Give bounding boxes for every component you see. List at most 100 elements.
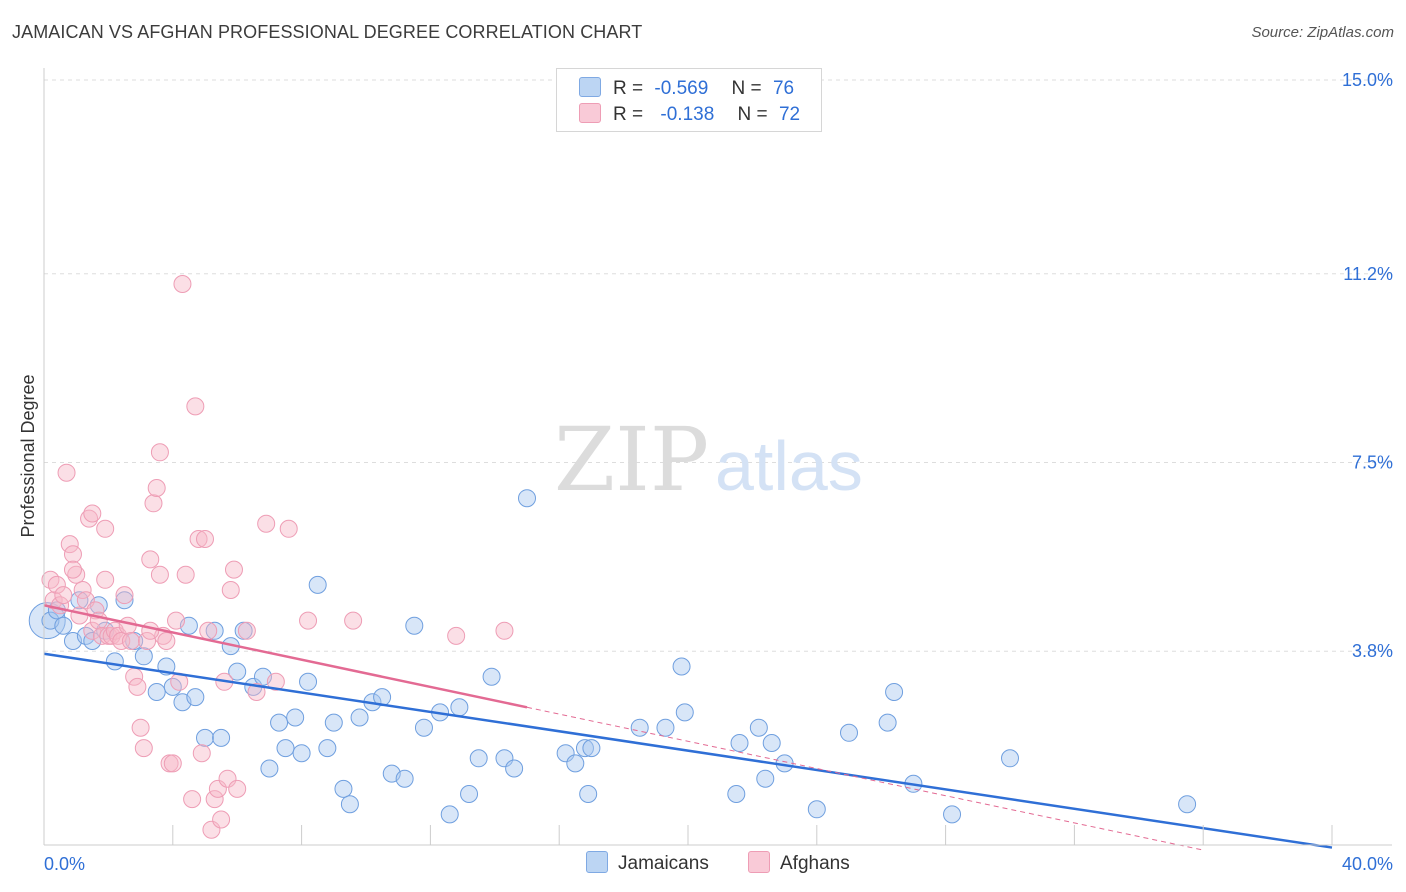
legend-row-afghans: R = -0.138 N = 72 — [579, 103, 800, 127]
trend-extension-afghans — [526, 706, 1204, 851]
data-point-afghans — [266, 672, 285, 691]
legend-r-label: R = — [613, 104, 644, 125]
data-point-jamaicans — [324, 713, 343, 732]
data-point-afghans — [228, 779, 247, 798]
chart-source: Source: ZipAtlas.com — [1251, 24, 1394, 41]
x-tick-label: 40.0% — [1342, 854, 1393, 874]
y-tick-label: 15.0% — [1342, 70, 1393, 90]
watermark-zip: ZIP — [554, 408, 709, 511]
data-point-jamaicans — [134, 647, 153, 666]
y-tick-label: 11.2% — [1343, 264, 1393, 284]
data-point-jamaicans — [672, 657, 691, 676]
legend-n-value: 72 — [778, 104, 801, 125]
data-point-jamaicans — [205, 621, 224, 640]
data-point-jamaicans — [460, 785, 479, 803]
data-point-jamaicans — [656, 718, 675, 737]
data-point-afghans — [279, 519, 298, 538]
legend-row-jamaicans: R = -0.569 N = 76 — [579, 77, 794, 101]
data-point-afghans — [212, 810, 231, 829]
data-point-afghans — [54, 586, 73, 605]
data-point-jamaicans — [885, 683, 904, 701]
data-point-jamaicans — [582, 739, 601, 758]
data-point-afghans — [144, 494, 163, 513]
data-point-jamaicans — [292, 744, 311, 763]
data-point-afghans — [147, 479, 166, 497]
data-point-jamaicans — [260, 759, 279, 778]
data-point-jamaicans — [756, 769, 775, 788]
axes: 15.0% 11.2% 7.5% 3.8% 0.0% 40.0% — [43, 68, 1393, 874]
data-point-afghans — [63, 560, 82, 579]
data-point-afghans — [80, 509, 99, 528]
data-point-jamaicans — [286, 708, 305, 727]
chart-title: JAMAICAN VS AFGHAN PROFESSIONAL DEGREE C… — [12, 22, 643, 42]
data-point-jamaicans — [730, 734, 749, 752]
data-point-jamaicans — [308, 575, 327, 594]
data-point-jamaicans — [212, 728, 231, 747]
data-point-jamaicans — [579, 785, 598, 803]
data-point-afghans — [134, 739, 153, 758]
data-point-afghans — [63, 545, 82, 564]
legend: R = -0.569 N = 76 R = -0.138 N = 72 — [556, 68, 822, 132]
data-point-jamaicans — [414, 718, 433, 737]
data-point-jamaicans — [83, 632, 102, 650]
data-point-jamaicans — [334, 779, 353, 798]
legend-n-label: N = — [737, 104, 768, 125]
data-point-jamaicans — [575, 739, 594, 758]
data-point-afghans — [237, 621, 256, 640]
trend-lines — [43, 604, 1333, 851]
data-point-afghans — [447, 626, 466, 645]
data-point-jamaicans — [1001, 749, 1019, 768]
data-point-afghans — [189, 530, 208, 548]
data-point-afghans — [112, 632, 131, 650]
bottom-legend-label: Afghans — [780, 853, 850, 874]
data-point-jamaicans — [762, 734, 781, 752]
data-point-jamaicans — [196, 728, 214, 747]
data-point-afghans — [157, 632, 176, 650]
data-point-afghans — [102, 626, 121, 645]
data-point-jamaicans — [840, 723, 858, 742]
data-point-jamaicans — [350, 708, 369, 727]
trend-line-jamaicans — [43, 652, 1333, 849]
data-point-afghans — [128, 677, 147, 696]
data-point-afghans — [47, 575, 66, 594]
data-point-afghans — [150, 565, 169, 584]
data-point-jamaicans — [482, 667, 501, 686]
data-point-afghans — [183, 790, 202, 809]
bottom-legend-label: Jamaicans — [618, 853, 709, 874]
bottom-legend-swatch-afghans — [748, 851, 770, 873]
data-point-jamaicans — [299, 672, 318, 691]
data-point-jamaicans — [318, 739, 337, 758]
legend-r-label: R = — [613, 78, 644, 99]
data-point-afghans — [138, 632, 157, 650]
data-point-jamaicans — [675, 703, 694, 722]
grid — [44, 79, 1392, 652]
data-point-afghans — [121, 632, 140, 650]
y-tick-label: 7.5% — [1352, 453, 1393, 473]
data-point-afghans — [192, 744, 211, 763]
data-point-afghans — [96, 519, 115, 538]
data-point-jamaicans — [630, 718, 649, 737]
bottom-legend-swatch-jamaicans — [586, 851, 608, 873]
data-point-jamaicans — [749, 718, 768, 737]
data-point-afghans — [199, 621, 218, 640]
data-point-jamaicans — [878, 713, 897, 732]
data-point-afghans — [186, 397, 205, 416]
data-point-jamaicans — [405, 616, 424, 635]
data-point-afghans — [495, 621, 514, 640]
data-point-jamaicans — [943, 805, 962, 824]
data-point-afghans — [73, 581, 92, 599]
data-point-afghans — [224, 560, 243, 579]
data-point-afghans — [221, 581, 240, 599]
trend-line-afghans — [43, 604, 528, 709]
data-point-jamaicans — [340, 795, 359, 814]
data-point-afghans — [176, 565, 195, 584]
data-point-afghans — [70, 606, 89, 625]
legend-r-value: -0.138 — [660, 104, 715, 125]
data-point-afghans — [96, 570, 115, 589]
data-point-afghans — [131, 718, 150, 737]
data-point-jamaicans — [54, 616, 73, 635]
data-point-afghans — [205, 790, 224, 809]
data-point-afghans — [57, 463, 76, 482]
data-point-afghans — [163, 754, 182, 773]
